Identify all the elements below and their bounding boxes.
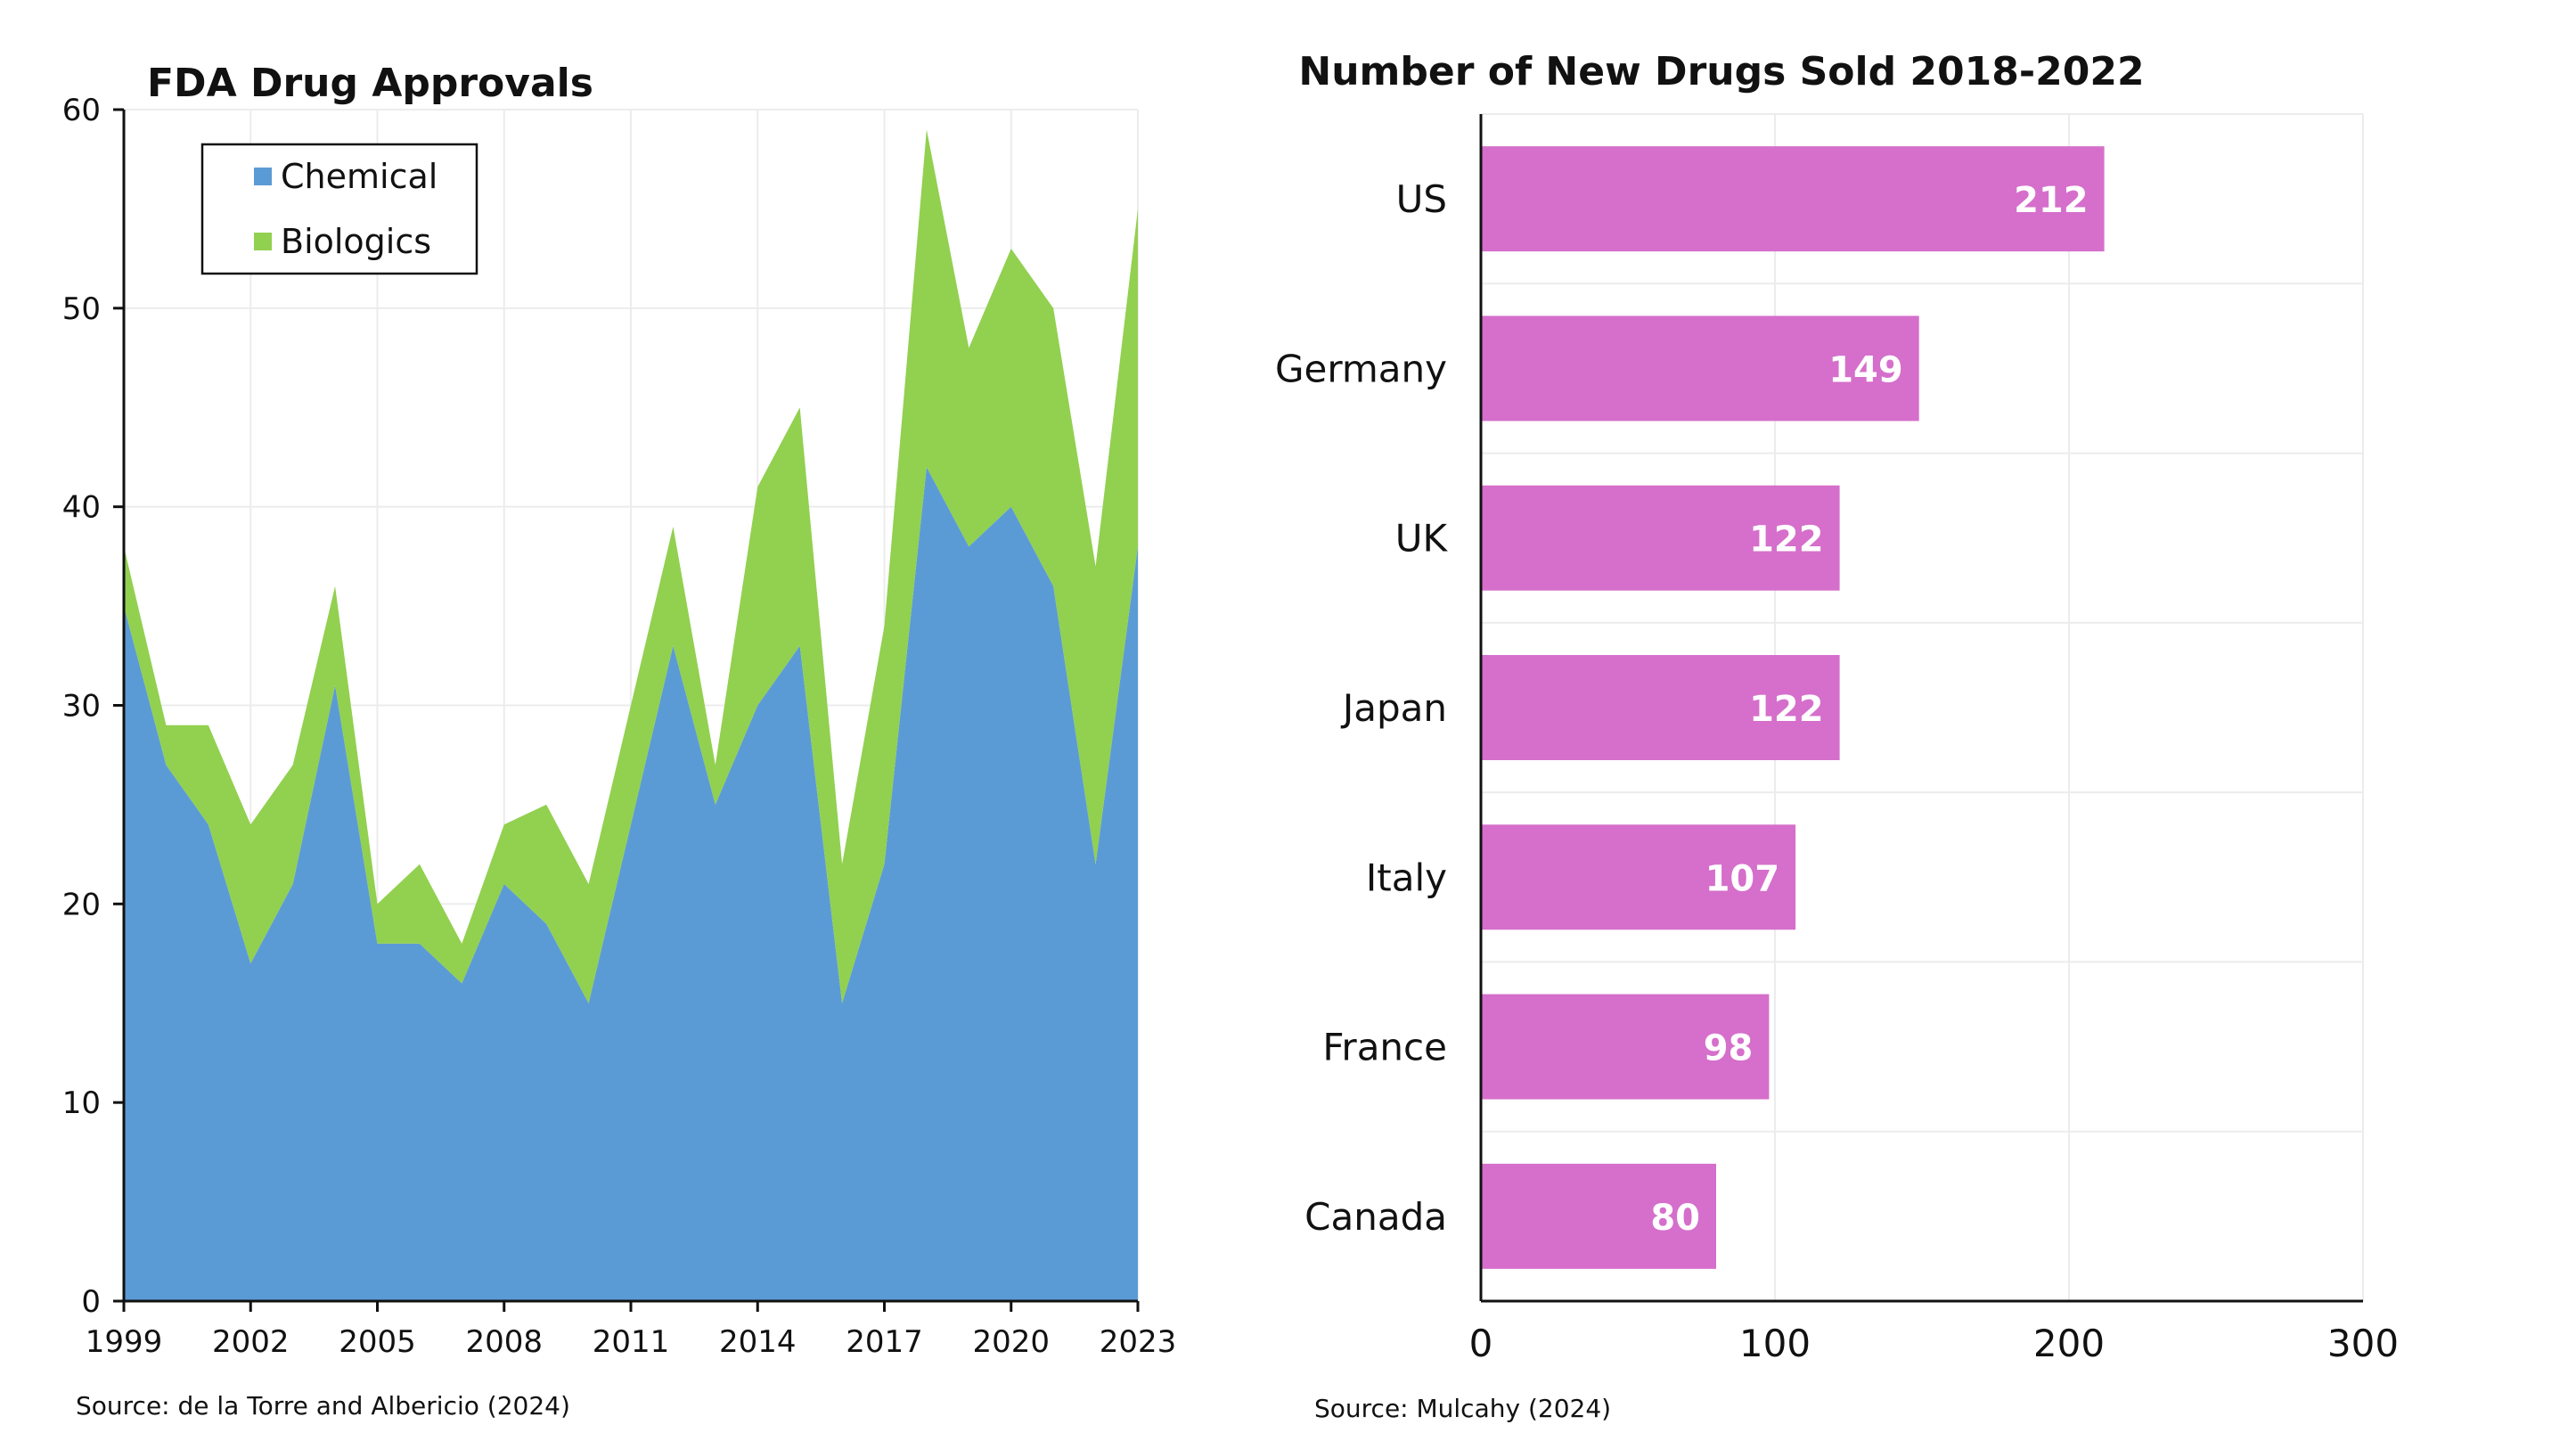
- bar-x-tick-label: 300: [2327, 1322, 2399, 1365]
- bar-value-label: 149: [1828, 349, 1903, 390]
- bar-x-tick-label: 0: [1469, 1322, 1493, 1365]
- bar-value-label: 212: [2014, 180, 2089, 221]
- bar-category-label: Germany: [1275, 347, 1447, 390]
- area-x-tick-label: 2011: [593, 1324, 670, 1360]
- bar-germany: [1481, 315, 1919, 422]
- legend-swatch-biologics: [254, 233, 272, 250]
- area-y-tick-label: 30: [62, 689, 101, 725]
- bar-chart-x-tick-labels: 0 100 200 300: [1469, 1322, 2399, 1365]
- bar-us: [1481, 146, 2105, 252]
- area-chart-x-tick-labels: 1999 2002 2005 2008 2011 2014 2017 2020 2023: [86, 1301, 1177, 1360]
- area-y-tick-label: 40: [62, 490, 101, 526]
- legend-swatch-chemical: [254, 168, 272, 185]
- area-chart-legend: Chemical Biologics: [200, 143, 478, 275]
- bar-x-tick-label: 100: [1739, 1322, 1811, 1365]
- area-x-tick-label: 1999: [86, 1324, 163, 1360]
- legend-label-biologics: Biologics: [281, 222, 431, 261]
- bar-category-label: Italy: [1366, 856, 1447, 899]
- bar-chart-axes: [1479, 114, 2363, 1303]
- area-y-tick-label: 20: [62, 887, 101, 922]
- bar-france: [1481, 994, 1770, 1100]
- area-chart-y-tick-labels: 0 10 20 30 40 50 60: [62, 93, 124, 1320]
- area-x-tick-label: 2023: [1100, 1324, 1177, 1360]
- bar-canada: [1481, 1163, 1716, 1269]
- bar-category-label: France: [1322, 1026, 1447, 1069]
- area-chart-title: FDA Drug Approvals: [147, 61, 593, 106]
- area-y-tick-label: 60: [62, 93, 101, 128]
- bar-value-label: 122: [1749, 689, 1824, 730]
- bar-value-label: 122: [1749, 520, 1824, 561]
- bar-category-label: Canada: [1304, 1195, 1447, 1239]
- bar-value-label: 107: [1705, 858, 1780, 899]
- bar-category-label: Japan: [1340, 686, 1447, 730]
- bar-category-label: US: [1396, 177, 1447, 221]
- bar-x-tick-label: 200: [2033, 1322, 2105, 1365]
- area-y-tick-label: 50: [62, 291, 101, 327]
- area-x-tick-label: 2008: [465, 1324, 543, 1360]
- area-y-tick-label: 10: [62, 1085, 101, 1121]
- area-x-tick-label: 2014: [719, 1324, 797, 1360]
- bar-uk: [1481, 485, 1840, 591]
- area-y-tick-label: 0: [81, 1284, 101, 1320]
- bar-value-label: 80: [1650, 1198, 1700, 1239]
- chemical-area-series: [124, 467, 1138, 1301]
- bar-chart-source: Source: Mulcahy (2024): [1314, 1394, 1611, 1423]
- legend-frame: [200, 143, 478, 275]
- area-x-tick-label: 2017: [846, 1324, 923, 1360]
- area-x-tick-label: 2005: [339, 1324, 416, 1360]
- bar-italy: [1481, 824, 1796, 930]
- bar-chart-category-labels: US Germany UK Japan Italy France Canada: [1275, 177, 1448, 1239]
- bar-value-label: 98: [1704, 1028, 1754, 1069]
- bar-chart-value-labels: 212 149 122 122 107 98 80: [1650, 180, 2088, 1239]
- fda-approvals-chart: 0 10 20 30 40 50 60 1999 2002 2005 2008 2011 2014 20…: [62, 61, 1177, 1421]
- area-x-tick-label: 2002: [212, 1324, 290, 1360]
- bar-category-label: UK: [1395, 517, 1449, 561]
- bar-japan: [1481, 655, 1840, 760]
- area-chart-source: Source: de la Torre and Albericio (2024): [76, 1391, 570, 1421]
- area-x-tick-label: 2020: [972, 1324, 1050, 1360]
- legend-label-chemical: Chemical: [281, 157, 438, 196]
- biologics-area-series: [124, 129, 1138, 1003]
- bar-chart-title: Number of New Drugs Sold 2018-2022: [1298, 49, 2144, 94]
- bar-chart-bars: [1481, 146, 2105, 1269]
- new-drugs-bar-chart: 212 149 122 122 107 98 80 US Germany UK Japan Ital…: [1275, 49, 2399, 1423]
